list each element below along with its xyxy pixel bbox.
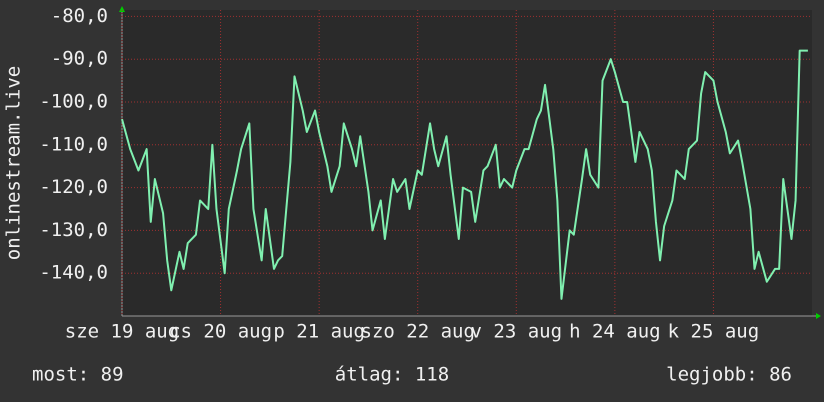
- y-tick-label: -100,0: [39, 91, 108, 113]
- y-axis-label: onlinestream.live: [3, 66, 25, 260]
- y-tick-label: -80,0: [51, 5, 108, 27]
- y-tick-label: -120,0: [39, 176, 108, 198]
- plot-area: [122, 10, 812, 316]
- y-tick-label: -110,0: [39, 133, 108, 155]
- x-tick-label: v 23 aug: [471, 321, 563, 343]
- stat-current: most: 89: [32, 364, 124, 386]
- x-tick-label: cs 20 aug: [169, 321, 272, 343]
- y-arrow: [119, 6, 125, 12]
- data-line: [121, 49, 808, 300]
- y-tick-label: -130,0: [39, 219, 108, 241]
- x-tick-label: h 24 aug: [569, 321, 661, 343]
- x-tick-label: szo 22 aug: [361, 321, 475, 343]
- x-tick-label: p 21 aug: [273, 321, 365, 343]
- stat-average: átlag: 118: [335, 364, 449, 386]
- x-tick-label: sze 19 aug: [65, 321, 179, 343]
- x-arrow: [816, 313, 821, 319]
- x-tick-label: k 25 aug: [668, 321, 760, 343]
- stat-best: legjobb: 86: [666, 364, 792, 386]
- y-tick-label: -90,0: [51, 48, 108, 70]
- y-tick-label: -140,0: [39, 262, 108, 284]
